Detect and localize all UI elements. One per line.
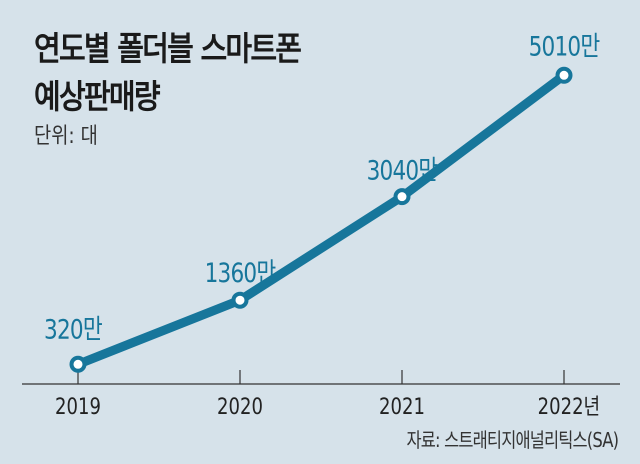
data-point: [69, 355, 87, 373]
data-label: 5010만: [529, 30, 600, 62]
data-label: 1360만: [205, 257, 276, 289]
data-point: [393, 188, 411, 206]
unit-label: 단위: 대: [34, 124, 98, 149]
x-tick-label: 2019: [55, 393, 101, 419]
x-tick-label: 2022년: [538, 393, 600, 419]
series-line: [76, 71, 567, 369]
x-tick-label: 2021: [379, 393, 425, 419]
chart-title-line-1: 연도별 폴더블 스마트폰: [34, 29, 302, 68]
data-label: 3040만: [367, 154, 438, 186]
x-tick-label: 2020: [217, 393, 263, 419]
data-label: 320만: [44, 313, 102, 345]
chart-title-line-2: 예상판매량: [34, 77, 161, 116]
source-note: 자료: 스트래티지애널리틱스(SA): [406, 428, 619, 452]
data-point: [231, 291, 249, 309]
data-point: [555, 66, 573, 84]
